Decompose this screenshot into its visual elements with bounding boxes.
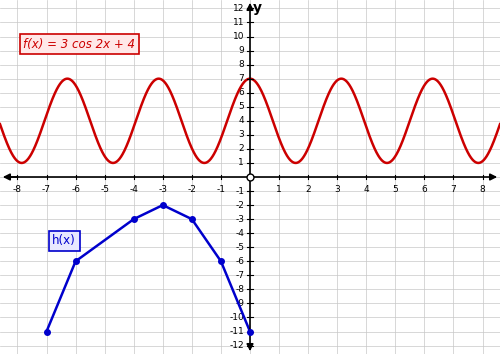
Text: 2: 2: [238, 144, 244, 153]
Text: -1: -1: [216, 185, 226, 194]
Text: 1: 1: [276, 185, 282, 194]
Text: 12: 12: [233, 4, 244, 13]
Text: 3: 3: [334, 185, 340, 194]
Text: -8: -8: [235, 285, 244, 294]
Text: -7: -7: [235, 271, 244, 280]
Text: -5: -5: [235, 243, 244, 252]
Text: 2: 2: [306, 185, 311, 194]
Text: 4: 4: [364, 185, 369, 194]
Text: -3: -3: [235, 215, 244, 224]
Text: -4: -4: [236, 229, 244, 238]
Text: 10: 10: [232, 32, 244, 41]
Text: 3: 3: [238, 130, 244, 139]
Text: 5: 5: [238, 102, 244, 111]
Text: h(x): h(x): [52, 234, 76, 247]
Text: 11: 11: [232, 18, 244, 27]
Text: -7: -7: [42, 185, 51, 194]
Text: -10: -10: [230, 313, 244, 322]
Text: 1: 1: [238, 159, 244, 167]
Text: 7: 7: [450, 185, 456, 194]
Text: -5: -5: [100, 185, 109, 194]
Text: -6: -6: [235, 257, 244, 266]
Text: 5: 5: [392, 185, 398, 194]
Text: -9: -9: [235, 299, 244, 308]
Text: -2: -2: [188, 185, 196, 194]
Text: -4: -4: [130, 185, 138, 194]
Text: 8: 8: [238, 60, 244, 69]
Text: 9: 9: [238, 46, 244, 55]
Text: -3: -3: [158, 185, 168, 194]
Text: -8: -8: [13, 185, 22, 194]
Text: -6: -6: [71, 185, 80, 194]
Text: -1: -1: [235, 187, 244, 195]
Text: -2: -2: [236, 201, 244, 210]
Text: -12: -12: [230, 341, 244, 350]
Text: -11: -11: [230, 327, 244, 336]
Text: y: y: [253, 1, 262, 15]
Text: 4: 4: [238, 116, 244, 125]
Text: 6: 6: [422, 185, 428, 194]
Text: 7: 7: [238, 74, 244, 83]
Text: f(x) = 3 cos 2x + 4: f(x) = 3 cos 2x + 4: [24, 38, 136, 51]
Text: 6: 6: [238, 88, 244, 97]
Text: 8: 8: [480, 185, 486, 194]
